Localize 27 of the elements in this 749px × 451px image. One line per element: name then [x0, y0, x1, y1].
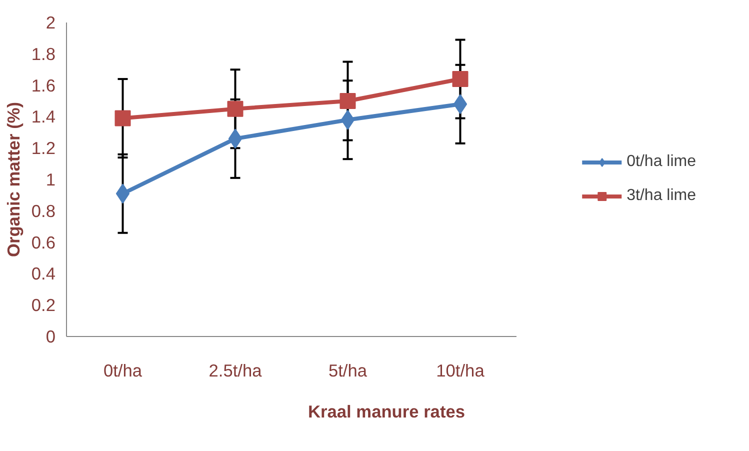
point	[228, 128, 242, 149]
point	[114, 110, 131, 126]
y-tick-label: 0.6	[31, 232, 56, 252]
legend-label: 0t/ha lime	[626, 153, 696, 171]
x-tick-label: 0t/ha	[103, 360, 142, 380]
point	[453, 94, 468, 114]
legend-label: 3t/ha lime	[626, 187, 696, 205]
y-tick-label: 0	[46, 326, 56, 346]
y-tick-label: 0.8	[31, 200, 56, 221]
point	[452, 71, 468, 88]
x-axis-title: Kraal manure rates	[308, 402, 466, 422]
y-tick-label: 0.4	[31, 264, 56, 284]
y-tick-label: 1.8	[31, 44, 56, 64]
point	[227, 100, 244, 117]
y-tick-label: 2	[46, 12, 56, 32]
point	[116, 184, 130, 204]
y-tick-label: 1.6	[31, 75, 56, 96]
x-tick-label: 10t/ha	[436, 360, 485, 380]
x-tick-label: 5t/ha	[328, 360, 368, 380]
y-tick-label: 1.2	[31, 138, 56, 158]
y-tick-label: 1	[46, 170, 56, 190]
point	[340, 110, 355, 130]
y-tick-label: 0.2	[31, 295, 56, 316]
y-axis-title: Organic matter (%)	[3, 102, 24, 258]
y-tick-label: 1.4	[31, 106, 56, 127]
x-tick-label: 2.5t/ha	[208, 360, 262, 380]
point	[340, 93, 356, 109]
